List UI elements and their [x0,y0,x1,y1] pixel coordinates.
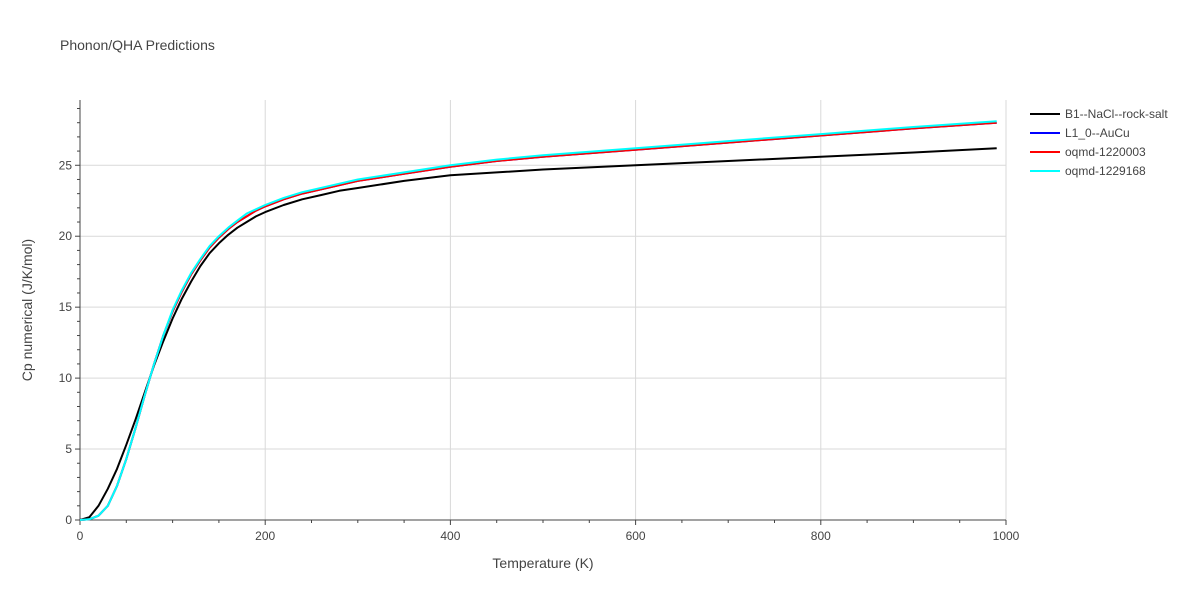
legend-item[interactable]: oqmd-1229168 [1030,164,1146,178]
legend-label: oqmd-1229168 [1065,164,1146,178]
series-line-oqmd-1229168 [79,120,997,521]
y-tick-label: 0 [65,513,72,527]
y-tick-label: 10 [59,371,73,385]
x-tick-label: 1000 [993,529,1020,543]
chart-title: Phonon/QHA Predictions [60,37,215,53]
legend-label: L1_0--AuCu [1065,126,1130,140]
x-axis-title: Temperature (K) [492,555,593,571]
y-axis-title: Cp numerical (J/K/mol) [19,239,35,381]
x-tick-label: 600 [626,529,646,543]
x-tick-label: 200 [255,529,275,543]
series-lines [79,120,997,521]
grid-lines [80,100,1007,520]
axes [75,100,1007,525]
y-tick-label: 25 [59,158,73,172]
legend-label: oqmd-1220003 [1065,145,1146,159]
x-tick-label: 800 [811,529,831,543]
legend-item[interactable]: B1--NaCl--rock-salt [1030,107,1168,121]
x-tick-label: 400 [440,529,460,543]
legend-item[interactable]: oqmd-1220003 [1030,145,1146,159]
tick-labels: 0 200 400 600 800 1000 0 5 10 15 20 25 [59,158,1020,543]
y-tick-label: 15 [59,300,73,314]
y-tick-label: 5 [65,442,72,456]
legend-item[interactable]: L1_0--AuCu [1030,126,1130,140]
series-line-B1--NaCl--rock-salt [79,147,997,521]
y-tick-label: 20 [59,229,73,243]
x-tick-label: 0 [77,529,84,543]
legend-label: B1--NaCl--rock-salt [1065,107,1168,121]
legend: B1--NaCl--rock-salt L1_0--AuCu oqmd-122000… [1030,107,1168,178]
